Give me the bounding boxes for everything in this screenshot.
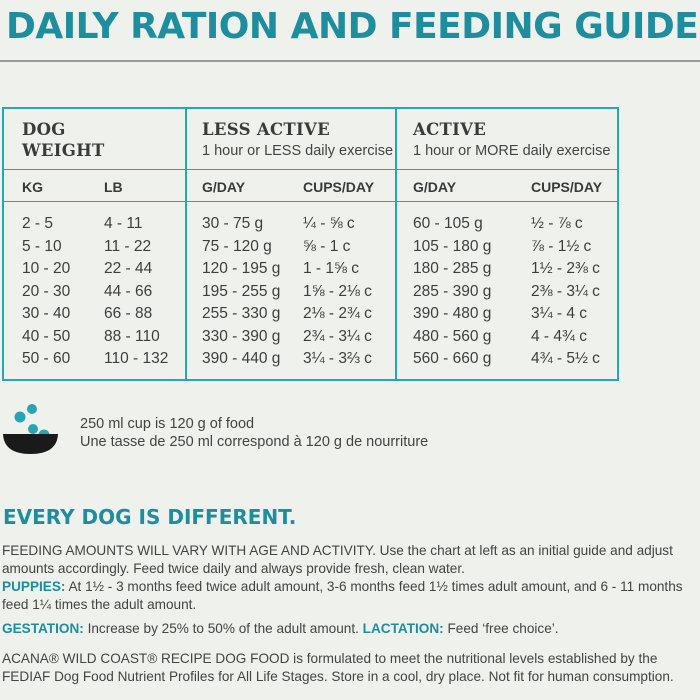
kibble-icon [14,411,26,423]
table-cell: 2¾ - 3¼ c [303,327,372,345]
col-head-lb: LB [104,179,123,195]
table-cell: 390 - 480 g [413,305,492,322]
col-head-kg: KG [22,179,43,195]
table-header-rule [4,169,617,170]
col-head-less-gday: G/DAY [202,179,246,195]
table-cell: 2⅛ - 2¾ c [303,305,372,322]
table-cell: 88 - 110 [104,327,160,345]
table-colhead-rule [4,201,617,202]
dog-weight-header-line2: WEIGHT [22,141,105,160]
table-divider-2 [395,109,397,379]
table-cell: 480 - 560 g [413,327,492,345]
feeding-paragraph: FEEDING AMOUNTS WILL VARY WITH AGE AND A… [2,543,673,576]
kibble-icon [28,424,38,434]
active-header: ACTIVE [413,120,487,139]
table-cell: 1½ - 2⅜ c [531,260,600,277]
table-cell: 44 - 66 [104,282,153,300]
title-divider [0,60,700,62]
table-cell: 20 - 30 [22,282,71,300]
table-cell: 5 - 10 [22,237,62,255]
table-cell: 560 - 660 g [413,350,492,367]
active-cups-column: ½ - ⅞ c ⅞ - 1½ c 1½ - 2⅜ c 2⅜ - 3¼ c 3¼ … [531,213,600,371]
table-cell: 60 - 105 g [413,215,483,232]
acana-paragraph: ACANA® WILD COAST® RECIPE DOG FOOD is fo… [2,651,674,684]
table-cell: ½ - ⅞ c [531,215,583,232]
gestation-text: Increase by 25% to 50% of the adult amou… [83,621,363,636]
bowl-icon [3,434,58,454]
cup-note: 250 ml cup is 120 g of food Une tasse de… [80,415,428,451]
gestation-label: GESTATION: [2,621,84,636]
table-cell: ⅞ - 1½ c [531,237,592,255]
table-cell: 2 - 5 [22,215,54,232]
table-cell: 390 - 440 g [202,350,281,367]
less-active-gday-column: 30 - 75 g 75 - 120 g 120 - 195 g 195 - 2… [202,213,280,371]
kg-column: 2 - 5 5 - 10 10 - 20 20 - 30 30 - 40 40 … [22,213,70,371]
table-cell: ¼ - ⅝ c [303,215,355,232]
table-cell: 1 - 1⅝ c [303,260,359,277]
table-cell: 66 - 88 [104,305,153,322]
table-cell: 4 - 4¾ c [531,327,587,345]
section-title: EVERY DOG IS DIFFERENT. [3,505,297,529]
cup-note-fr: Une tasse de 250 ml correspond à 120 g d… [80,434,429,450]
cup-note-en: 250 ml cup is 120 g of food [80,416,255,432]
lactation-label: LACTATION: [362,621,444,636]
table-cell: 40 - 50 [22,327,71,345]
food-bowl-icon [3,404,58,454]
dog-weight-header-line1: DOG [22,120,66,139]
table-cell: 10 - 20 [22,260,71,277]
table-cell: 4¾ - 5½ c [531,350,600,367]
table-cell: 22 - 44 [104,260,153,277]
table-cell: 105 - 180 g [413,237,492,255]
table-cell: 285 - 390 g [413,282,492,300]
table-cell: 3¼ - 4 c [531,305,587,322]
page-title: DAILY RATION AND FEEDING GUIDE [6,6,699,47]
table-cell: 330 - 390 g [202,327,281,345]
table-cell: 4 - 11 [104,215,143,232]
col-head-active-cups: CUPS/DAY [531,179,603,195]
table-cell: 255 - 330 g [202,305,281,322]
table-cell: 30 - 75 g [202,215,264,232]
table-cell: 1⅝ - 2⅛ c [303,282,372,300]
lb-column: 4 - 11 11 - 22 22 - 44 44 - 66 66 - 88 8… [104,213,168,371]
less-active-subtitle: 1 hour or LESS daily exercise [202,143,394,159]
less-active-cups-column: ¼ - ⅝ c ⅝ - 1 c 1 - 1⅝ c 1⅝ - 2⅛ c 2⅛ - … [303,213,372,371]
table-cell: 50 - 60 [22,350,71,367]
table-cell: 195 - 255 g [202,282,281,300]
table-cell: ⅝ - 1 c [303,237,351,255]
table-cell: 2⅜ - 3¼ c [531,282,600,300]
gestation-paragraph: GESTATION: Increase by 25% to 50% of the… [2,620,698,638]
puppies-label: PUPPIES: [2,579,66,594]
active-subtitle: 1 hour or MORE daily exercise [413,143,611,159]
less-active-header: LESS ACTIVE [202,120,331,139]
lactation-text: Feed ‘free choice’. [443,621,559,636]
table-cell: 11 - 22 [104,237,152,255]
table-cell: 3¼ - 3⅔ c [303,350,372,367]
feeding-table: DOG WEIGHT LESS ACTIVE 1 hour or LESS da… [2,107,619,381]
puppies-text: At 1½ - 3 months feed twice adult amount… [2,579,683,612]
table-divider-1 [185,109,187,379]
table-cell: 30 - 40 [22,305,71,322]
kibble-icon [27,404,37,414]
table-cell: 180 - 285 g [413,260,492,277]
table-cell: 110 - 132 [104,350,169,367]
active-gday-column: 60 - 105 g 105 - 180 g 180 - 285 g 285 -… [413,213,491,371]
table-cell: 75 - 120 g [202,237,272,255]
table-cell: 120 - 195 g [202,260,281,277]
dog-weight-header: DOG WEIGHT [22,119,105,161]
col-head-active-gday: G/DAY [413,179,457,195]
col-head-less-cups: CUPS/DAY [303,179,375,195]
puppies-paragraph: PUPPIES: At 1½ - 3 months feed twice adu… [2,578,698,613]
